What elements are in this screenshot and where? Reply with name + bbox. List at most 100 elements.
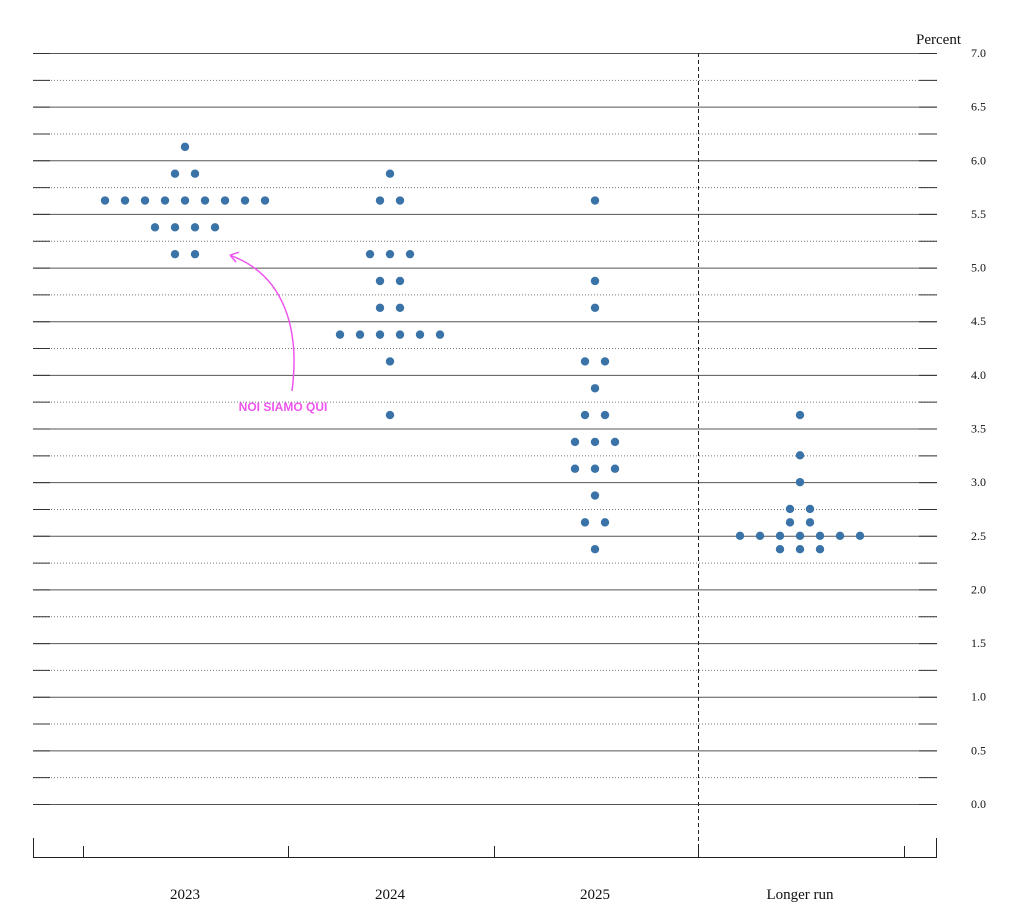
data-point [610,437,620,447]
data-points [100,142,865,554]
y-tick-label: 2.5 [971,529,986,543]
data-point [580,518,590,527]
y-tick-label: 2.0 [971,582,986,596]
data-point [590,303,600,313]
data-point [735,531,745,540]
y-tick-label: 5.0 [971,261,986,275]
data-point [835,531,845,540]
data-point [590,491,600,500]
y-tick-label: 7.0 [971,46,986,60]
data-point [590,196,600,205]
y-axis-title: Percent [916,32,962,48]
y-tick-label: 3.0 [971,475,986,489]
data-point [610,464,620,473]
data-point [210,223,220,232]
data-point [590,437,600,447]
data-point [435,330,445,339]
data-point [365,249,375,259]
data-point [775,544,785,554]
data-point [375,303,385,313]
data-point [180,142,190,152]
data-point [200,196,210,205]
y-tick-label: 4.5 [971,314,986,328]
data-point [375,330,385,339]
data-point [600,410,610,420]
data-point [385,410,395,420]
data-point [415,330,425,339]
data-point [395,196,405,205]
annotation-arrowhead [229,251,240,263]
data-point [755,531,765,540]
data-point [590,276,600,286]
data-point [795,544,805,554]
y-tick-label: 1.0 [971,690,986,704]
data-point [170,249,180,259]
annotation-label: NOI SIAMO QUI [239,400,328,414]
data-point [190,249,200,259]
data-point [600,357,610,366]
y-tick-label: 4.0 [971,368,986,382]
data-point [590,544,600,554]
data-point [405,249,415,259]
data-point [590,464,600,473]
data-point [395,330,405,339]
data-point [795,531,805,540]
data-point [795,477,805,487]
data-point [580,410,590,420]
data-point [775,531,785,540]
data-point [180,196,190,205]
data-point [855,531,865,540]
y-tick-label: 5.5 [971,207,986,221]
data-point [815,531,825,540]
data-point [190,223,200,232]
data-point [100,196,110,205]
y-tick-label: 6.5 [971,100,986,114]
y-tick-label: 0.5 [971,743,986,757]
y-tick-label: 6.0 [971,153,986,167]
data-point [170,169,180,178]
y-tick-label: 3.5 [971,422,986,436]
data-point [240,196,250,205]
x-tick-label: 2023 [170,887,200,903]
data-point [805,504,815,514]
data-point [220,196,230,205]
x-tick-label: Longer run [766,887,834,903]
data-point [570,437,580,447]
y-tick-label: 1.5 [971,636,986,650]
data-point [150,223,160,232]
data-point [170,223,180,232]
x-axis [33,53,937,858]
data-point [600,518,610,527]
data-point [385,169,395,178]
data-point [375,276,385,286]
data-point [140,196,150,205]
annotation-arrow [229,254,295,392]
y-tick-label: 0.0 [971,797,986,811]
data-point [375,196,385,205]
data-point [815,544,825,554]
data-point [260,196,270,205]
data-point [805,518,815,527]
x-tick-label: 2025 [580,887,610,903]
grid-lines [33,53,937,805]
data-point [795,410,805,420]
data-point [385,249,395,259]
data-point [395,276,405,286]
data-point [795,451,805,460]
data-point [395,303,405,313]
data-point [335,330,345,339]
data-point [580,357,590,366]
annotation: NOI SIAMO QUI [229,251,328,414]
data-point [385,357,395,366]
data-point [590,384,600,393]
data-point [355,330,365,339]
data-point [160,196,170,205]
x-tick-label: 2024 [375,887,406,903]
axis-labels: 0.0 0.5 1.0 1.5 2.0 2.5 3.0 3.5 4.0 4.5 5.0 5.5 6.0 6… [170,32,986,903]
data-point [785,504,795,514]
data-point [120,196,130,205]
data-point [785,518,795,527]
data-point [190,169,200,178]
data-point [570,464,580,473]
